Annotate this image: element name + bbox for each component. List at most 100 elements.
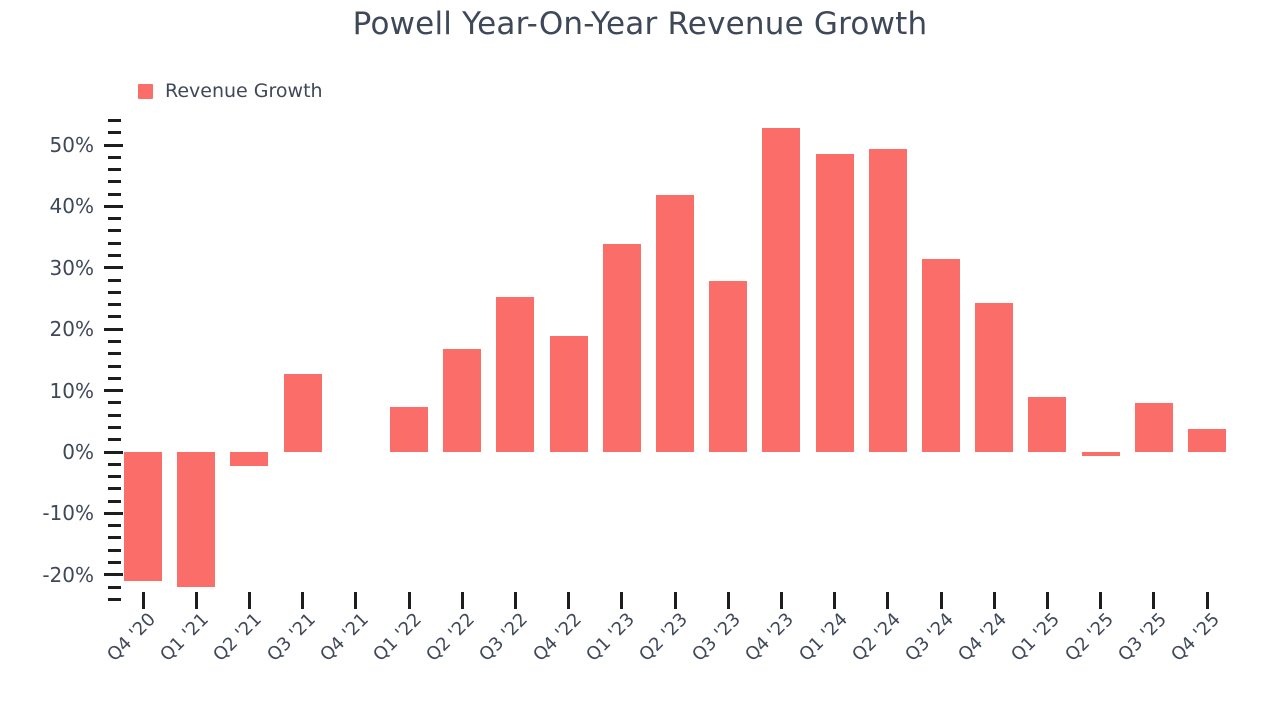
y-axis-tick-label: 0% — [62, 440, 94, 464]
bar[interactable] — [922, 258, 960, 452]
x-axis-tick-label: Q4 '20 — [103, 609, 160, 666]
y-axis-tick-minor — [108, 524, 121, 528]
y-axis-tick-major — [104, 450, 123, 454]
bar[interactable] — [868, 148, 907, 452]
bar[interactable] — [390, 407, 428, 452]
x-axis-tick-label: Q1 '24 — [794, 609, 852, 666]
y-axis-tick-label: 10% — [49, 378, 94, 403]
y-axis-tick-minor — [108, 475, 121, 479]
y-axis-tick-major — [104, 204, 123, 208]
x-axis-tick-label: Q2 '24 — [847, 609, 905, 666]
y-axis-tick-minor — [108, 561, 121, 565]
y-axis-tick-minor — [108, 438, 121, 442]
legend-swatch-icon — [138, 83, 153, 99]
y-axis-tick-label: 40% — [49, 194, 94, 219]
x-axis-tick — [194, 592, 198, 609]
bar[interactable] — [1188, 428, 1226, 452]
y-axis-tick-minor — [108, 315, 121, 319]
y-axis-tick-major — [104, 389, 123, 393]
y-axis-tick-minor — [108, 585, 121, 589]
x-axis-tick-label: Q1 '21 — [156, 609, 214, 666]
x-axis-tick — [833, 592, 837, 609]
x-axis-tick — [460, 592, 464, 609]
y-axis-tick-minor — [108, 229, 121, 233]
x-axis-tick-label: Q2 '21 — [209, 609, 267, 666]
y-axis-tick-minor — [108, 290, 121, 294]
x-axis-tick — [1099, 592, 1103, 609]
y-axis-tick-minor — [108, 499, 121, 503]
x-axis-tick-label: Q2 '22 — [422, 609, 480, 666]
bar[interactable] — [443, 348, 482, 452]
legend-item-label: Revenue Growth — [165, 80, 323, 102]
x-axis-tick — [1205, 592, 1209, 609]
y-axis-tick-minor — [108, 487, 121, 491]
bar[interactable] — [762, 128, 801, 452]
y-axis-tick-minor — [108, 118, 121, 122]
bar[interactable] — [656, 195, 694, 452]
y-axis-tick-minor — [108, 364, 121, 368]
x-axis-tick-label: Q3 '25 — [1113, 609, 1171, 666]
x-axis-tick — [301, 592, 305, 609]
y-axis-tick-major — [104, 573, 123, 577]
bar[interactable] — [1028, 397, 1067, 452]
x-axis-tick — [992, 592, 996, 609]
x-axis-tick — [141, 592, 145, 609]
x-axis-tick — [726, 592, 730, 609]
y-axis-tick-label: 30% — [49, 255, 94, 280]
y-axis-tick-label: -10% — [42, 501, 94, 526]
x-axis-tick — [513, 592, 517, 609]
y-axis-tick-major — [104, 327, 123, 331]
x-axis-tick — [939, 592, 943, 609]
y-axis-tick-minor — [108, 413, 121, 417]
y-axis-tick-minor — [108, 254, 121, 258]
bar[interactable] — [975, 302, 1014, 452]
y-axis-tick-major — [104, 266, 123, 270]
x-axis-tick — [1152, 592, 1156, 609]
bar[interactable] — [230, 452, 269, 466]
bar[interactable] — [283, 374, 322, 452]
y-axis-tick-minor — [108, 217, 121, 221]
y-axis-tick-minor — [108, 155, 121, 159]
y-axis-tick-major — [104, 143, 123, 147]
y-axis-tick-minor — [108, 168, 121, 172]
x-axis-tick-label: Q4 '22 — [528, 609, 586, 666]
x-axis-tick-label: Q2 '23 — [635, 609, 692, 666]
chart-legend: Revenue Growth — [138, 80, 323, 102]
bar[interactable] — [815, 153, 854, 452]
x-axis-tick — [886, 592, 890, 609]
x-axis-tick-label: Q4 '24 — [954, 609, 1012, 666]
x-axis-tick-label: Q4 '25 — [1167, 609, 1224, 666]
y-axis-tick-minor — [108, 278, 121, 282]
y-axis-tick-minor — [108, 192, 121, 196]
bar[interactable] — [124, 452, 162, 581]
x-axis-tick-label: Q2 '25 — [1060, 609, 1118, 666]
bar[interactable] — [602, 244, 641, 452]
x-axis-tick — [779, 592, 783, 609]
y-axis-tick-minor — [108, 241, 121, 245]
y-axis-tick-minor — [108, 548, 121, 552]
bar[interactable] — [549, 335, 588, 452]
x-axis-tick — [354, 592, 358, 609]
x-axis-tick-label: Q1 '23 — [581, 609, 639, 666]
y-axis-tick-minor — [108, 303, 121, 307]
y-axis-tick-minor — [108, 462, 121, 466]
bar[interactable] — [709, 281, 748, 452]
x-axis-tick-label: Q3 '24 — [901, 609, 958, 666]
bar[interactable] — [177, 452, 216, 588]
x-axis-tick-label: Q1 '25 — [1007, 609, 1065, 666]
y-axis-tick-minor — [108, 425, 121, 429]
bar[interactable] — [1134, 402, 1173, 452]
y-axis-tick-minor — [108, 339, 121, 343]
x-axis-tick-label: Q3 '22 — [475, 609, 533, 666]
y-axis-tick-label: 20% — [49, 317, 94, 342]
x-axis-tick — [620, 592, 624, 609]
x-axis-tick-label: Q3 '21 — [262, 609, 320, 666]
y-axis-tick-label: 50% — [49, 133, 94, 157]
y-axis-tick-minor — [108, 376, 121, 380]
x-axis-tick-label: Q1 '22 — [369, 609, 426, 666]
bar[interactable] — [496, 296, 535, 452]
y-axis-tick-minor — [108, 180, 121, 184]
y-axis-tick-minor — [108, 352, 121, 356]
bar[interactable] — [1081, 452, 1120, 457]
